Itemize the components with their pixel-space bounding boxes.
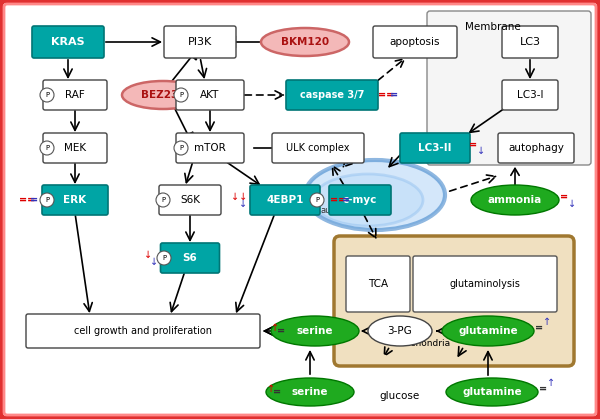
Text: ↑: ↑ (547, 378, 555, 388)
Text: ==: == (19, 195, 35, 205)
Text: ULK complex: ULK complex (286, 143, 350, 153)
Text: ↓: ↓ (239, 199, 247, 209)
Ellipse shape (368, 316, 432, 346)
Text: =: = (539, 384, 547, 394)
Text: =: = (390, 90, 398, 100)
Text: MEK: MEK (64, 143, 86, 153)
Circle shape (310, 193, 324, 207)
FancyBboxPatch shape (272, 133, 364, 163)
Text: ↓: ↓ (150, 257, 158, 267)
Ellipse shape (305, 160, 445, 230)
Text: P: P (179, 145, 183, 151)
FancyBboxPatch shape (502, 80, 558, 110)
Text: ↑: ↑ (543, 317, 551, 327)
Text: TCA: TCA (368, 279, 388, 289)
Text: ↓: ↓ (568, 199, 576, 209)
FancyBboxPatch shape (176, 80, 244, 110)
Text: BKM120: BKM120 (281, 37, 329, 47)
Text: ammonia: ammonia (488, 195, 542, 205)
Text: =: = (469, 140, 477, 150)
Text: PI3K: PI3K (188, 37, 212, 47)
FancyBboxPatch shape (373, 26, 457, 58)
Ellipse shape (261, 28, 349, 56)
Ellipse shape (122, 81, 204, 109)
FancyBboxPatch shape (32, 26, 104, 58)
Text: ↑: ↑ (271, 323, 279, 333)
Text: cell growth and proliferation: cell growth and proliferation (74, 326, 212, 336)
FancyBboxPatch shape (164, 26, 236, 58)
Text: LC3-I: LC3-I (517, 90, 543, 100)
FancyBboxPatch shape (502, 26, 558, 58)
FancyBboxPatch shape (26, 314, 260, 348)
Text: =: = (560, 192, 568, 202)
Circle shape (40, 88, 54, 102)
FancyBboxPatch shape (286, 80, 378, 110)
Text: ↑: ↑ (267, 384, 275, 394)
Circle shape (40, 193, 54, 207)
Text: serine: serine (292, 387, 328, 397)
FancyBboxPatch shape (42, 185, 108, 215)
FancyBboxPatch shape (4, 4, 596, 415)
Text: =: = (342, 195, 350, 205)
Text: LC3-II: LC3-II (418, 143, 452, 153)
FancyBboxPatch shape (161, 243, 220, 273)
Text: 3-PG: 3-PG (388, 326, 412, 336)
FancyBboxPatch shape (159, 185, 221, 215)
Text: P: P (45, 145, 49, 151)
Text: RAF: RAF (65, 90, 85, 100)
Text: P: P (161, 197, 165, 203)
Ellipse shape (266, 378, 354, 406)
FancyBboxPatch shape (413, 256, 557, 312)
Text: S6K: S6K (180, 195, 200, 205)
Text: apoptosis: apoptosis (390, 37, 440, 47)
Text: AKT: AKT (200, 90, 220, 100)
FancyBboxPatch shape (176, 133, 244, 163)
Text: P: P (45, 92, 49, 98)
Text: ↓: ↓ (144, 250, 152, 260)
Text: LC3: LC3 (520, 37, 541, 47)
Text: glutamine: glutamine (458, 326, 518, 336)
Ellipse shape (271, 316, 359, 346)
Text: mTOR: mTOR (194, 143, 226, 153)
Text: c-myc: c-myc (343, 195, 377, 205)
Text: =: = (277, 326, 285, 336)
FancyBboxPatch shape (43, 80, 107, 110)
FancyBboxPatch shape (346, 256, 410, 312)
FancyBboxPatch shape (427, 11, 591, 165)
Text: KRAS: KRAS (51, 37, 85, 47)
Ellipse shape (471, 185, 559, 215)
Text: S6: S6 (182, 253, 197, 263)
FancyBboxPatch shape (334, 236, 574, 366)
Text: glucose: glucose (380, 391, 420, 401)
Text: glutaminolysis: glutaminolysis (449, 279, 520, 289)
Ellipse shape (442, 316, 534, 346)
Text: mitochondria: mitochondria (390, 339, 450, 348)
FancyBboxPatch shape (250, 185, 320, 215)
Text: ERK: ERK (64, 195, 86, 205)
Circle shape (40, 141, 54, 155)
FancyBboxPatch shape (43, 133, 107, 163)
FancyBboxPatch shape (498, 133, 574, 163)
Text: autophagy: autophagy (508, 143, 564, 153)
Circle shape (174, 88, 188, 102)
FancyBboxPatch shape (400, 133, 470, 163)
Text: ↓: ↓ (477, 146, 485, 156)
Text: =: = (273, 387, 281, 397)
Text: Membrane: Membrane (465, 22, 521, 32)
Text: ==: == (330, 195, 346, 205)
Circle shape (157, 251, 171, 265)
Text: ==: == (378, 90, 394, 100)
Text: glutamine: glutamine (462, 387, 522, 397)
Text: P: P (179, 92, 183, 98)
Circle shape (174, 141, 188, 155)
Ellipse shape (313, 174, 423, 226)
Text: caspase 3/7: caspase 3/7 (300, 90, 364, 100)
Ellipse shape (446, 378, 538, 406)
Text: P: P (315, 197, 319, 203)
Text: BEZ235: BEZ235 (141, 90, 185, 100)
Text: =: = (535, 323, 543, 333)
Circle shape (156, 193, 170, 207)
FancyBboxPatch shape (329, 185, 391, 215)
Text: P: P (45, 197, 49, 203)
